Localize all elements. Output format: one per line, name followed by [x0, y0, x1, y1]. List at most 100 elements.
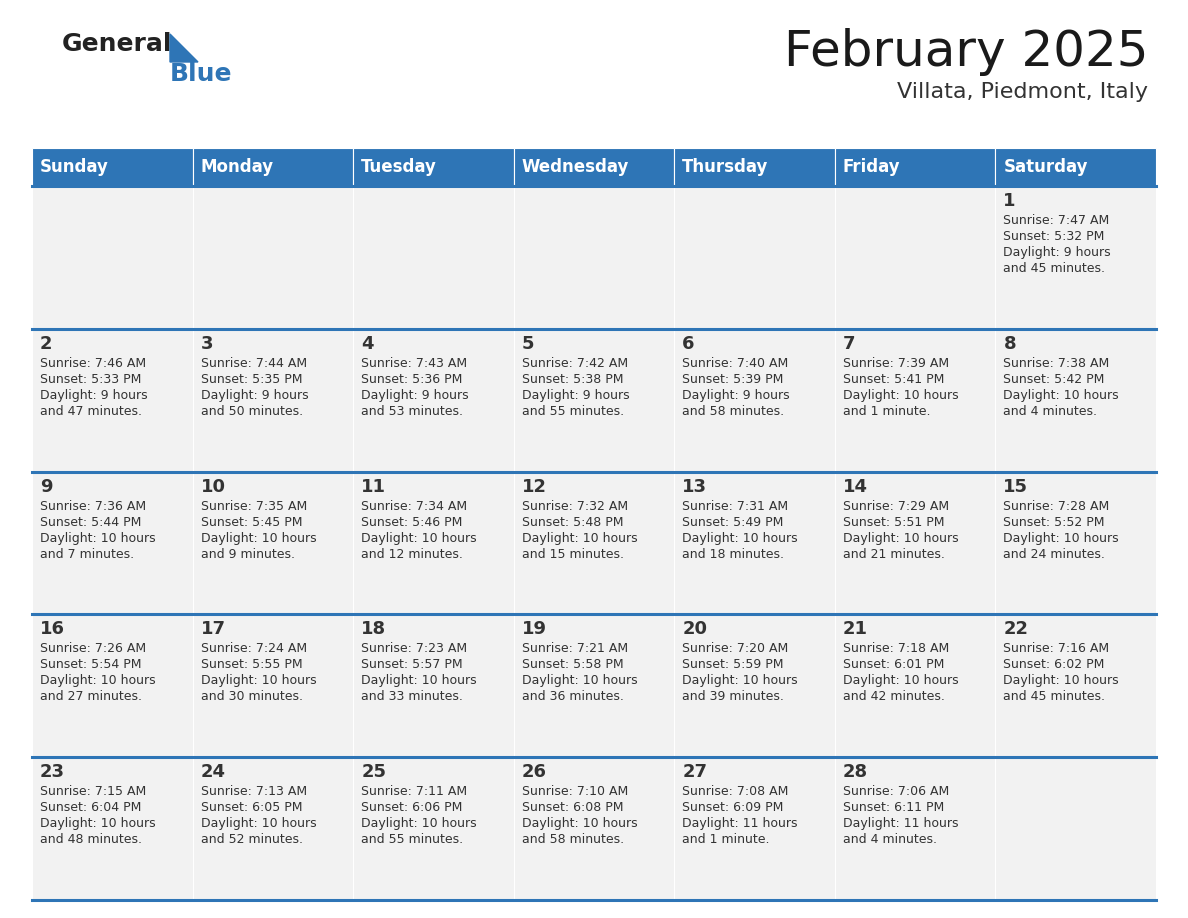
Text: and 48 minutes.: and 48 minutes.: [40, 834, 143, 846]
Text: Blue: Blue: [170, 62, 233, 86]
Text: Sunrise: 7:10 AM: Sunrise: 7:10 AM: [522, 785, 628, 798]
Text: Daylight: 10 hours: Daylight: 10 hours: [201, 675, 316, 688]
Text: 2: 2: [40, 335, 52, 353]
Text: and 52 minutes.: and 52 minutes.: [201, 834, 303, 846]
Bar: [513, 148, 675, 186]
Text: and 18 minutes.: and 18 minutes.: [682, 548, 784, 561]
Text: 1: 1: [1004, 192, 1016, 210]
Text: Daylight: 10 hours: Daylight: 10 hours: [1004, 389, 1119, 402]
Text: Sunrise: 7:38 AM: Sunrise: 7:38 AM: [1004, 357, 1110, 370]
Text: Sunrise: 7:15 AM: Sunrise: 7:15 AM: [40, 785, 146, 798]
Text: 11: 11: [361, 477, 386, 496]
Text: Daylight: 10 hours: Daylight: 10 hours: [842, 389, 959, 402]
Text: 7: 7: [842, 335, 855, 353]
Text: Sunrise: 7:21 AM: Sunrise: 7:21 AM: [522, 643, 627, 655]
Bar: [353, 329, 513, 472]
Text: Sunrise: 7:29 AM: Sunrise: 7:29 AM: [842, 499, 949, 512]
Text: Sunset: 5:54 PM: Sunset: 5:54 PM: [40, 658, 141, 671]
Text: Sunset: 5:45 PM: Sunset: 5:45 PM: [201, 516, 302, 529]
Text: and 45 minutes.: and 45 minutes.: [1004, 262, 1105, 275]
Text: and 39 minutes.: and 39 minutes.: [682, 690, 784, 703]
Text: 6: 6: [682, 335, 695, 353]
Bar: [32, 757, 192, 900]
Text: and 7 minutes.: and 7 minutes.: [40, 548, 134, 561]
Text: Sunrise: 7:08 AM: Sunrise: 7:08 AM: [682, 785, 789, 798]
Text: Daylight: 10 hours: Daylight: 10 hours: [682, 675, 798, 688]
Text: and 42 minutes.: and 42 minutes.: [842, 690, 944, 703]
Bar: [192, 614, 353, 757]
Text: Sunrise: 7:20 AM: Sunrise: 7:20 AM: [682, 643, 789, 655]
Text: and 50 minutes.: and 50 minutes.: [201, 405, 303, 418]
Text: Daylight: 10 hours: Daylight: 10 hours: [201, 817, 316, 830]
Text: Daylight: 9 hours: Daylight: 9 hours: [522, 389, 630, 402]
Text: and 21 minutes.: and 21 minutes.: [842, 548, 944, 561]
Bar: [32, 614, 192, 757]
Text: Daylight: 10 hours: Daylight: 10 hours: [361, 675, 476, 688]
Bar: [192, 472, 353, 614]
Text: Monday: Monday: [201, 158, 273, 176]
Text: Sunset: 5:42 PM: Sunset: 5:42 PM: [1004, 373, 1105, 386]
Text: Sunrise: 7:16 AM: Sunrise: 7:16 AM: [1004, 643, 1110, 655]
Text: Sunrise: 7:35 AM: Sunrise: 7:35 AM: [201, 499, 307, 512]
Text: and 36 minutes.: and 36 minutes.: [522, 690, 624, 703]
Text: Daylight: 10 hours: Daylight: 10 hours: [522, 675, 637, 688]
Bar: [192, 329, 353, 472]
Text: Daylight: 10 hours: Daylight: 10 hours: [40, 532, 156, 544]
Text: Sunrise: 7:40 AM: Sunrise: 7:40 AM: [682, 357, 789, 370]
Text: 21: 21: [842, 621, 868, 638]
Text: General: General: [62, 32, 172, 56]
Text: and 12 minutes.: and 12 minutes.: [361, 548, 463, 561]
Text: Sunset: 5:59 PM: Sunset: 5:59 PM: [682, 658, 784, 671]
Text: 3: 3: [201, 335, 213, 353]
Text: Sunset: 6:04 PM: Sunset: 6:04 PM: [40, 801, 141, 814]
Text: Villata, Piedmont, Italy: Villata, Piedmont, Italy: [897, 82, 1148, 102]
Text: Sunrise: 7:32 AM: Sunrise: 7:32 AM: [522, 499, 627, 512]
Text: Sunset: 6:11 PM: Sunset: 6:11 PM: [842, 801, 944, 814]
Text: Sunset: 5:32 PM: Sunset: 5:32 PM: [1004, 230, 1105, 243]
Polygon shape: [170, 34, 198, 62]
Bar: [835, 472, 996, 614]
Text: and 58 minutes.: and 58 minutes.: [522, 834, 624, 846]
Text: Sunset: 6:05 PM: Sunset: 6:05 PM: [201, 801, 302, 814]
Text: February 2025: February 2025: [784, 28, 1148, 76]
Bar: [675, 186, 835, 329]
Bar: [32, 472, 192, 614]
Text: Sunrise: 7:31 AM: Sunrise: 7:31 AM: [682, 499, 789, 512]
Bar: [353, 757, 513, 900]
Text: and 55 minutes.: and 55 minutes.: [361, 834, 463, 846]
Text: 28: 28: [842, 763, 868, 781]
Text: and 15 minutes.: and 15 minutes.: [522, 548, 624, 561]
Text: Daylight: 10 hours: Daylight: 10 hours: [1004, 675, 1119, 688]
Bar: [192, 757, 353, 900]
Text: Sunday: Sunday: [40, 158, 109, 176]
Text: 14: 14: [842, 477, 868, 496]
Text: Sunset: 5:38 PM: Sunset: 5:38 PM: [522, 373, 624, 386]
Bar: [835, 186, 996, 329]
Text: and 4 minutes.: and 4 minutes.: [1004, 405, 1098, 418]
Text: Daylight: 10 hours: Daylight: 10 hours: [682, 532, 798, 544]
Bar: [835, 614, 996, 757]
Text: Daylight: 10 hours: Daylight: 10 hours: [40, 675, 156, 688]
Text: Daylight: 11 hours: Daylight: 11 hours: [842, 817, 959, 830]
Text: 24: 24: [201, 763, 226, 781]
Text: Sunset: 5:57 PM: Sunset: 5:57 PM: [361, 658, 463, 671]
Bar: [513, 757, 675, 900]
Bar: [675, 148, 835, 186]
Text: Daylight: 10 hours: Daylight: 10 hours: [40, 817, 156, 830]
Text: Sunrise: 7:39 AM: Sunrise: 7:39 AM: [842, 357, 949, 370]
Text: Sunset: 5:35 PM: Sunset: 5:35 PM: [201, 373, 302, 386]
Text: Sunset: 6:08 PM: Sunset: 6:08 PM: [522, 801, 624, 814]
Text: Sunset: 5:36 PM: Sunset: 5:36 PM: [361, 373, 462, 386]
Bar: [675, 329, 835, 472]
Bar: [513, 614, 675, 757]
Text: and 47 minutes.: and 47 minutes.: [40, 405, 143, 418]
Text: Sunrise: 7:34 AM: Sunrise: 7:34 AM: [361, 499, 467, 512]
Bar: [835, 329, 996, 472]
Bar: [32, 186, 192, 329]
Bar: [32, 329, 192, 472]
Text: Tuesday: Tuesday: [361, 158, 437, 176]
Text: Sunset: 5:44 PM: Sunset: 5:44 PM: [40, 516, 141, 529]
Text: 10: 10: [201, 477, 226, 496]
Text: Daylight: 10 hours: Daylight: 10 hours: [201, 532, 316, 544]
Text: Daylight: 10 hours: Daylight: 10 hours: [522, 532, 637, 544]
